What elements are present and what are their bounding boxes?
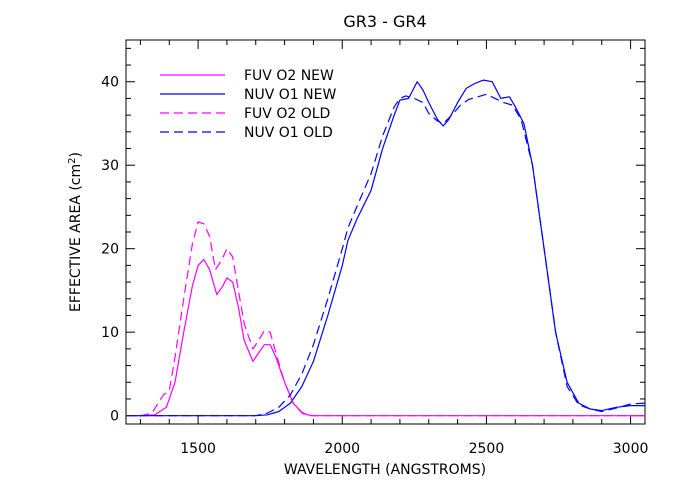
y-tick-label: 0: [110, 409, 119, 425]
legend-label-nuv-o1-old: NUV O1 OLD: [244, 125, 333, 141]
y-axis-label-sup: 2: [67, 157, 78, 163]
series-line-fuv-o2-new: [126, 258, 645, 417]
legend-label-nuv-o1-new: NUV O1 NEW: [244, 87, 336, 103]
y-axis-label: EFFECTIVE AREA (cm2): [67, 152, 84, 312]
legend-label-fuv-o2-old: FUV O2 OLD: [244, 106, 330, 122]
legend-label-fuv-o2-new: FUV O2 NEW: [244, 68, 334, 84]
legend: FUV O2 NEW NUV O1 NEW FUV O2 OLD NUV O1 OLD: [160, 68, 336, 141]
series-layer: [126, 79, 646, 417]
tick-labels: 1500 2000 2500 3000 0 10 20 30 40: [101, 75, 648, 457]
series-line-nuv-o1-old: [126, 93, 646, 417]
y-tick-label: 30: [101, 158, 119, 174]
chart-title: GR3 - GR4: [343, 12, 426, 31]
axis-ticks: [126, 40, 645, 424]
x-axis-label: WAVELENGTH (ANGSTROMS): [284, 462, 486, 478]
x-tick-label: 3000: [613, 441, 649, 457]
y-tick-label: 40: [101, 75, 119, 91]
y-axis-label-end: ): [68, 152, 84, 157]
y-tick-label: 10: [101, 325, 119, 341]
series-line-nuv-o1-new: [126, 79, 645, 417]
series-line-fuv-o2-old: [126, 221, 645, 417]
plot-frame: [125, 39, 646, 425]
x-tick-label: 2500: [469, 441, 505, 457]
x-tick-label: 1500: [180, 441, 216, 457]
y-tick-label: 20: [101, 242, 119, 258]
x-tick-label: 2000: [324, 441, 360, 457]
